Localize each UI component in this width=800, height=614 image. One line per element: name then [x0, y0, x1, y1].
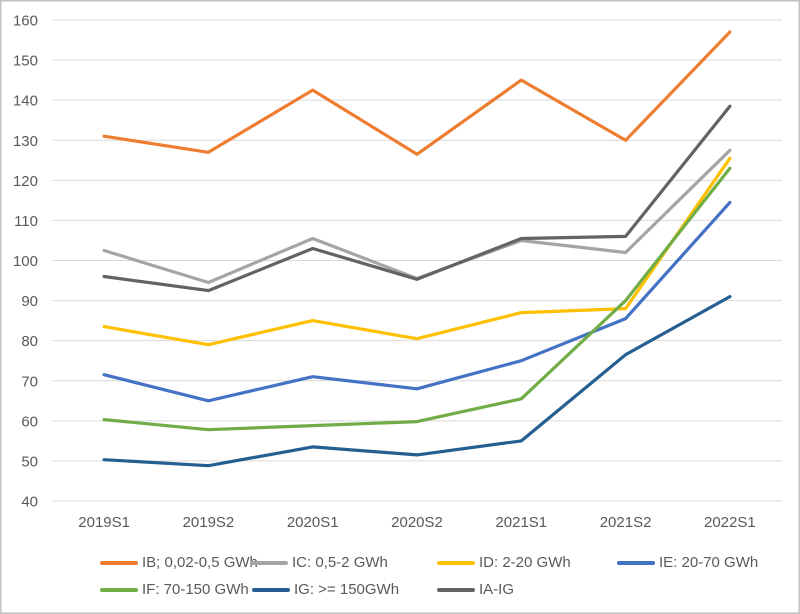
- x-tick-label-2019S1: 2019S1: [78, 514, 130, 531]
- y-tick-label-120: 120: [13, 173, 38, 190]
- series-lines: [102, 30, 732, 468]
- x-tick-label-2020S2: 2020S2: [391, 514, 443, 531]
- y-tick-label-70: 70: [21, 373, 38, 390]
- gridlines: [52, 19, 782, 502]
- y-tick-label-100: 100: [13, 253, 38, 270]
- x-axis-labels: 2019S1 2019S2 2020S1 2020S2 2021S1 2021S2 2022…: [78, 514, 755, 531]
- x-tick-label-2020S1: 2020S1: [287, 514, 339, 531]
- y-tick-label-40: 40: [21, 494, 38, 511]
- y-tick-label-160: 160: [13, 13, 38, 30]
- y-tick-label-140: 140: [13, 93, 38, 110]
- y-tick-label-60: 60: [21, 413, 38, 430]
- y-tick-label-50: 50: [21, 453, 38, 470]
- series-line-ie: [102, 200, 732, 403]
- series-line-ia-ig: [102, 104, 732, 293]
- series-line-ic: [102, 148, 732, 285]
- x-tick-label-2022S1: 2022S1: [704, 514, 756, 531]
- x-tick-label-2019S2: 2019S2: [183, 514, 235, 531]
- y-tick-label-150: 150: [13, 53, 38, 70]
- series-line-ig: [102, 295, 732, 468]
- y-tick-label-90: 90: [21, 293, 38, 310]
- y-axis-labels: 160 150 140 130 120 110 100 90 80 70 60 50 40: [13, 13, 38, 511]
- x-tick-label-2021S2: 2021S2: [600, 514, 652, 531]
- series-line-ib: [102, 30, 732, 156]
- y-tick-label-130: 130: [13, 133, 38, 150]
- series-line-if: [102, 166, 732, 432]
- y-tick-label-110: 110: [14, 213, 38, 230]
- series-line-id: [102, 156, 732, 347]
- y-tick-label-80: 80: [21, 333, 38, 350]
- x-tick-label-2021S1: 2021S1: [495, 514, 547, 531]
